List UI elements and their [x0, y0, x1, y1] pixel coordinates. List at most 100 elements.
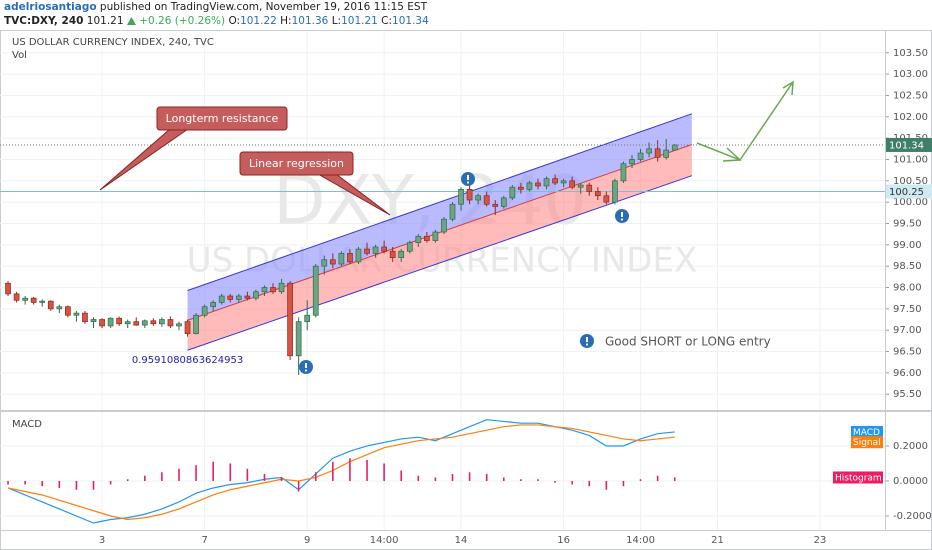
y-tick-label: -0.2000	[893, 511, 932, 522]
hline-tag: 100.25	[889, 187, 924, 198]
x-tick-label: 16	[557, 535, 570, 546]
candle-body	[270, 287, 276, 293]
l-value: 101.21	[341, 15, 378, 27]
y-tick-label: 0.2000	[893, 441, 928, 452]
info-dot	[466, 181, 470, 184]
candle-body	[483, 195, 490, 205]
candle-body	[518, 186, 524, 190]
h-value: 101.36	[291, 15, 329, 27]
candle-body	[201, 306, 208, 316]
candle-body	[176, 323, 182, 327]
pane-title: US DOLLAR CURRENCY INDEX, 240, TVC	[12, 37, 214, 48]
last-price-tag: 101.34	[889, 140, 924, 151]
pane-title: MACD	[12, 419, 42, 430]
candle-body	[65, 306, 71, 316]
candle-body	[218, 295, 225, 303]
legend-tag: MACD	[853, 428, 880, 438]
candle-body	[475, 195, 481, 201]
candle-body	[141, 320, 148, 326]
y-tick-label: 102.00	[893, 112, 928, 123]
candle-body	[22, 297, 28, 301]
candle-body	[355, 248, 362, 263]
candle-body	[107, 317, 114, 327]
y-tick-label: 103.00	[893, 69, 928, 80]
legend-tag: Histogram	[835, 473, 882, 483]
candle-body	[133, 321, 140, 326]
candle-body	[372, 246, 379, 254]
candle-body	[150, 320, 157, 325]
x-tick-label: 23	[814, 535, 827, 546]
c-value: 101.34	[392, 15, 429, 27]
candle-body	[73, 312, 80, 316]
candle-body	[629, 159, 635, 165]
last-price: 101.21	[86, 15, 124, 27]
change: +0.26 (+0.26%)	[139, 15, 226, 27]
candle-body	[13, 293, 20, 301]
candle-body	[116, 317, 123, 325]
candle-body	[526, 182, 533, 190]
x-tick-label: 14:00	[370, 535, 399, 546]
o-label: O:	[228, 15, 241, 27]
series-line	[7, 419, 675, 524]
callout-text: Longterm resistance	[166, 112, 279, 125]
info-dot	[585, 343, 589, 346]
callout-box	[239, 151, 354, 176]
info-dot	[620, 218, 624, 221]
h-label: H:	[280, 15, 292, 27]
legend-tag: Signal	[853, 438, 881, 448]
publish-line: adelriosantiago published on TradingView…	[4, 0, 429, 14]
arrow-head	[782, 80, 794, 96]
candle-body	[612, 180, 618, 203]
header: adelriosantiago published on TradingView…	[4, 0, 429, 28]
x-tick-label: 3	[99, 535, 105, 546]
c-label: C:	[381, 15, 393, 27]
candle-body	[594, 191, 601, 197]
legend-tag-bg	[851, 436, 883, 449]
candle-body	[603, 195, 610, 203]
candle-body	[424, 235, 430, 241]
candle-body	[124, 321, 131, 325]
info-dot	[304, 369, 308, 372]
candle-body	[5, 282, 11, 295]
candle-body	[500, 197, 507, 207]
o-value: 101.22	[240, 15, 277, 27]
candle-body	[535, 182, 541, 187]
candle-body	[235, 295, 242, 300]
candle-body	[287, 282, 293, 357]
candle-body	[338, 253, 345, 265]
candle-body	[184, 321, 191, 334]
candle-body	[244, 295, 251, 299]
candle-body	[56, 306, 63, 310]
x-tick-label: 14	[455, 535, 468, 546]
arrow-head	[722, 147, 742, 162]
candle-body	[253, 291, 259, 299]
author: adelriosantiago	[4, 1, 97, 13]
candle-body	[663, 149, 670, 158]
y-tick-label: 96.00	[893, 368, 922, 379]
frame	[0, 30, 932, 550]
l-label: L:	[331, 15, 342, 27]
legend-tag-bg	[833, 471, 883, 484]
x-tick-label: 7	[201, 535, 207, 546]
candle-body	[90, 319, 97, 323]
y-tick-label: 0.0000	[893, 476, 928, 487]
candle-body	[398, 250, 405, 258]
candle-body	[577, 184, 584, 188]
series-line	[7, 424, 675, 521]
candle-body	[47, 300, 54, 310]
candle-body	[82, 312, 88, 323]
y-tick-label: 97.50	[893, 304, 922, 315]
regression-upper	[187, 113, 692, 291]
y-tick-label: 100.00	[893, 197, 928, 208]
candle-body	[415, 235, 422, 244]
candle-body	[671, 144, 678, 151]
candle-body	[30, 297, 37, 303]
candle-body	[159, 319, 165, 325]
candle-body	[620, 163, 627, 182]
candle-body	[466, 188, 473, 201]
candle-body	[586, 184, 593, 192]
candle-body	[304, 314, 311, 323]
regression-label: 0.9591080863624953	[132, 355, 243, 366]
